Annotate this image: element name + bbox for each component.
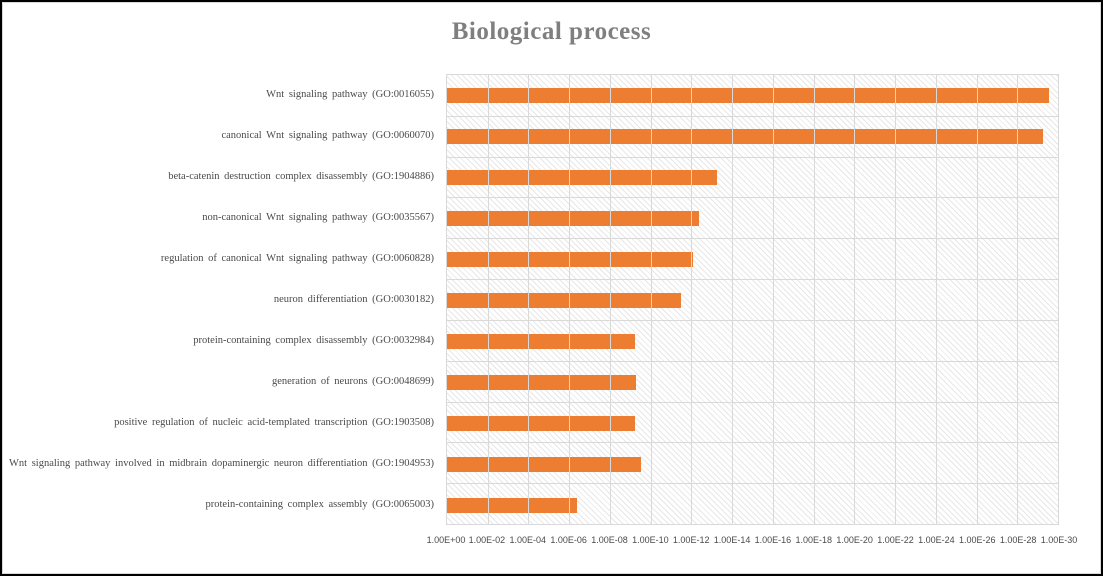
x-tick-label: 1.00E-20 bbox=[836, 535, 873, 545]
bar bbox=[447, 334, 636, 349]
bar-row bbox=[447, 403, 1058, 444]
category-label: Wnt signaling pathway (GO:0016055) bbox=[266, 89, 434, 100]
bar bbox=[447, 129, 1043, 144]
x-tick-label: 1.00E-26 bbox=[959, 535, 996, 545]
category-label: Wnt signaling pathway involved in midbra… bbox=[9, 458, 434, 469]
x-tick-label: 1.00E-22 bbox=[877, 535, 914, 545]
bar bbox=[447, 88, 1049, 103]
x-tick-label: 1.00E-24 bbox=[918, 535, 955, 545]
bar bbox=[447, 170, 717, 185]
x-tick-label: 1.00E+00 bbox=[426, 535, 466, 545]
vertical-gridline bbox=[935, 75, 937, 524]
bars-layer bbox=[447, 75, 1058, 524]
vertical-gridline bbox=[691, 75, 693, 524]
category-label: canonical Wnt signaling pathway (GO:0060… bbox=[221, 130, 434, 141]
category-label: neuron differentiation (GO:0030182) bbox=[273, 294, 434, 305]
bar-row bbox=[447, 239, 1058, 280]
horizontal-gridline bbox=[447, 360, 1058, 362]
bar bbox=[447, 211, 699, 226]
x-tick-label: 1.00E-04 bbox=[509, 535, 546, 545]
vertical-gridline bbox=[813, 75, 815, 524]
category-label: protein-containing complex disassembly (… bbox=[193, 335, 434, 346]
bar bbox=[447, 293, 682, 308]
horizontal-gridline bbox=[447, 156, 1058, 158]
bar-row bbox=[447, 321, 1058, 362]
vertical-gridline bbox=[650, 75, 652, 524]
category-label: regulation of canonical Wnt signaling pa… bbox=[160, 253, 434, 264]
bar bbox=[447, 375, 637, 390]
vertical-gridline bbox=[487, 75, 489, 524]
category-label: non-canonical Wnt signaling pathway (GO:… bbox=[202, 212, 434, 223]
vertical-gridline bbox=[732, 75, 734, 524]
category-label: positive regulation of nucleic acid-temp… bbox=[114, 417, 434, 428]
y-axis: Wnt signaling pathway (GO:0016055) canoni… bbox=[8, 74, 434, 525]
plot-area bbox=[446, 74, 1059, 525]
category-label: protein-containing complex assembly (GO:… bbox=[205, 499, 435, 510]
x-tick-label: 1.00E-30 bbox=[1040, 535, 1078, 545]
vertical-gridline bbox=[1017, 75, 1019, 524]
bar-row bbox=[447, 280, 1058, 321]
bar-row bbox=[447, 75, 1058, 116]
horizontal-gridline bbox=[447, 483, 1058, 485]
x-tick-label: 1.00E-06 bbox=[550, 535, 587, 545]
bar-row bbox=[447, 198, 1058, 239]
bar-row bbox=[447, 116, 1058, 157]
vertical-gridline bbox=[854, 75, 856, 524]
horizontal-gridline bbox=[447, 115, 1058, 117]
category-label: beta-catenin destruction complex disasse… bbox=[168, 171, 434, 182]
vertical-gridline bbox=[895, 75, 897, 524]
x-tick-label: 1.00E-18 bbox=[795, 535, 833, 545]
x-tick-label: 1.00E-12 bbox=[672, 535, 710, 545]
horizontal-gridline bbox=[447, 442, 1058, 444]
x-tick-label: 1.00E-28 bbox=[999, 535, 1037, 545]
category-label: generation of neurons (GO:0048699) bbox=[271, 376, 434, 387]
horizontal-gridline bbox=[447, 279, 1058, 281]
horizontal-gridline bbox=[447, 319, 1058, 321]
chart-title: Biological process bbox=[451, 18, 652, 45]
bar bbox=[447, 416, 636, 431]
bar-row bbox=[447, 157, 1058, 198]
x-tick-label: 1.00E-10 bbox=[632, 535, 669, 545]
x-tick-label: 1.00E-16 bbox=[754, 535, 792, 545]
bar-row bbox=[447, 362, 1058, 403]
horizontal-gridline bbox=[447, 197, 1058, 199]
vertical-gridline bbox=[772, 75, 774, 524]
bar-row bbox=[447, 444, 1058, 485]
bar bbox=[447, 457, 641, 472]
bar bbox=[447, 498, 578, 513]
vertical-gridline bbox=[976, 75, 978, 524]
x-tick-label: 1.00E-14 bbox=[713, 535, 751, 545]
vertical-gridline bbox=[569, 75, 571, 524]
x-tick-label: 1.00E-08 bbox=[591, 535, 628, 545]
bar-row bbox=[447, 485, 1058, 526]
horizontal-gridline bbox=[447, 401, 1058, 403]
vertical-gridline bbox=[609, 75, 611, 524]
x-tick-label: 1.00E-02 bbox=[468, 535, 506, 545]
x-axis: 1.00E+00 1.00E-02 1.00E-04 1.00E-06 1.00E-08… bbox=[427, 535, 1078, 549]
horizontal-gridline bbox=[447, 238, 1058, 240]
vertical-gridline bbox=[528, 75, 530, 524]
